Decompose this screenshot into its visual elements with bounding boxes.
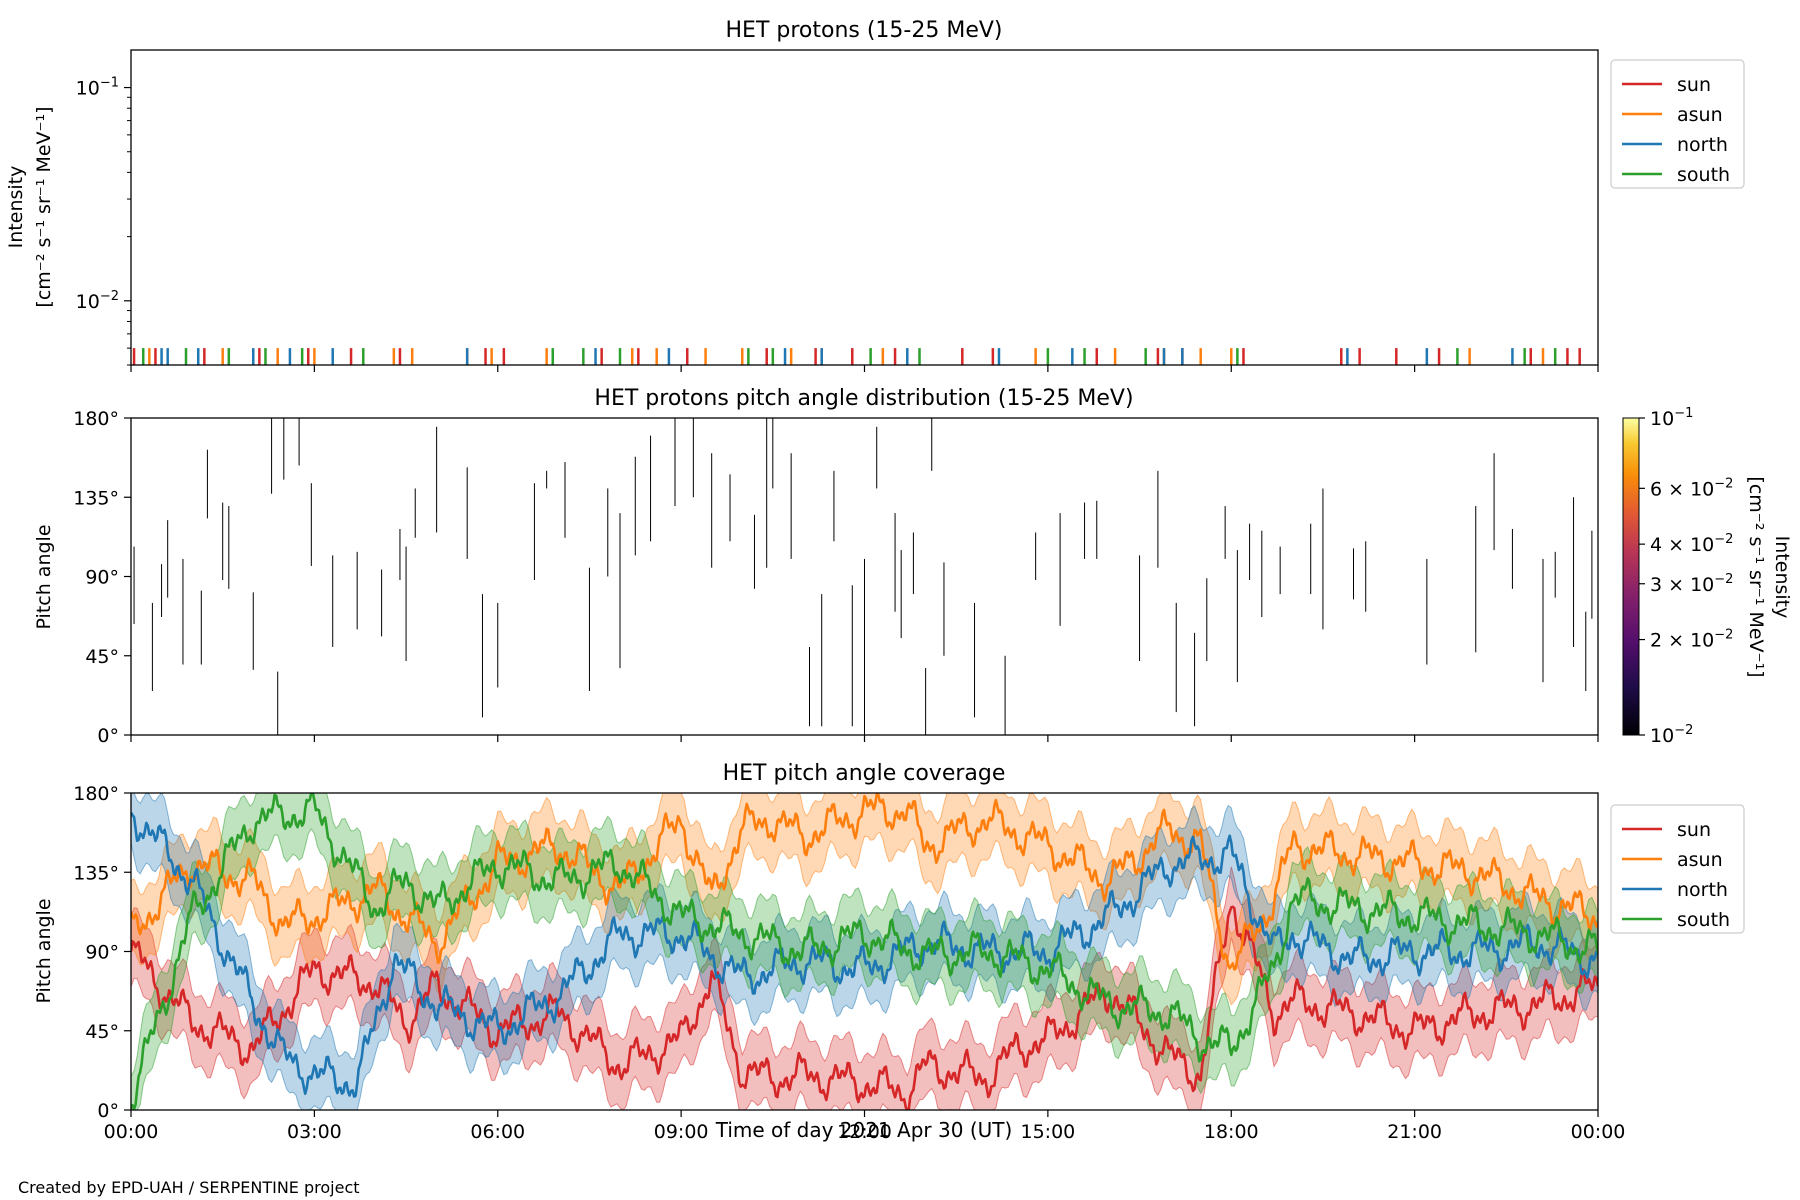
panel1-y-ticks: 10−1 10−2 xyxy=(76,76,131,366)
legend-label-sun: sun xyxy=(1677,819,1711,841)
legend-label-asun: asun xyxy=(1677,849,1723,871)
colorbar-label-line1: Intensity xyxy=(1771,536,1793,619)
panel1-ylabel-line2: [cm⁻² s⁻¹ sr⁻¹ MeV⁻¹] xyxy=(33,106,55,307)
coverage-line-north xyxy=(131,811,1598,1098)
x-tick-label: 00:00 xyxy=(104,1121,159,1143)
panel1-ylabel-line1: Intensity xyxy=(5,166,27,249)
legend-label-north: north xyxy=(1677,134,1728,156)
x-tick-label: 06:00 xyxy=(470,1121,525,1143)
panel2-ylabel: Pitch angle xyxy=(33,524,55,629)
colorbar-tick-label: 4 × 10−2 xyxy=(1650,532,1733,556)
coverage-line-sun xyxy=(131,905,1598,1110)
panel-pitch-coverage: HET pitch angle coverage 0° 45° 90° 135° 180… xyxy=(33,761,1745,1143)
y-tick-label: 135° xyxy=(73,487,119,509)
legend-label-south: south xyxy=(1677,909,1730,931)
x-tick-label: 00:00 xyxy=(1571,1121,1626,1143)
panel-pitch-distribution: HET protons pitch angle distribution (15… xyxy=(33,386,1793,747)
footer-credit: Created by EPD-UAH / SERPENTINE project xyxy=(18,1178,360,1197)
y-tick-label: 0° xyxy=(97,1100,119,1122)
y-tick-label: 45° xyxy=(85,646,119,668)
panel1-marks xyxy=(132,348,1581,365)
x-tick-label: 18:00 xyxy=(1204,1121,1259,1143)
y-tick-label: 45° xyxy=(85,1021,119,1043)
y-tick-label: 180° xyxy=(73,783,119,805)
legend-label-south: south xyxy=(1677,164,1730,186)
colorbar-tick-label: 10−2 xyxy=(1650,723,1693,747)
panel2-title: HET protons pitch angle distribution (15… xyxy=(594,386,1133,411)
x-tick-label: 12:00 xyxy=(837,1121,892,1143)
legend-box xyxy=(1610,59,1745,189)
legend-label-north: north xyxy=(1677,879,1728,901)
panel1-title: HET protons (15-25 MeV) xyxy=(726,18,1003,43)
colorbar-tick-label: 3 × 10−2 xyxy=(1650,572,1733,596)
x-tick-label: 09:00 xyxy=(654,1121,709,1143)
panel3-marks xyxy=(131,793,1598,1110)
panel2-marks xyxy=(133,418,1598,735)
coverage-line-asun xyxy=(131,793,1598,971)
panel3-xlabel: Time of day 2021 Apr 30 (UT) xyxy=(715,1118,1013,1142)
y-tick-label: 90° xyxy=(85,567,119,589)
coverage-band-sun xyxy=(131,866,1598,1110)
x-tick-label: 03:00 xyxy=(287,1121,342,1143)
y-tick-label: 180° xyxy=(73,408,119,430)
panel1-axes-frame xyxy=(130,49,1599,366)
legend-label-asun: asun xyxy=(1677,104,1723,126)
y-tick-label: 10−1 xyxy=(76,76,119,100)
coverage-line-south xyxy=(131,793,1598,1110)
x-tick-label: 15:00 xyxy=(1020,1121,1075,1143)
y-tick-label: 10−2 xyxy=(76,289,119,313)
colorbar-tick-label: 2 × 10−2 xyxy=(1650,628,1733,652)
panel3-title: HET pitch angle coverage xyxy=(723,761,1006,786)
x-tick-label: 21:00 xyxy=(1387,1121,1442,1143)
panel-intensity: HET protons (15-25 MeV) 10−1 10−2 Intensi… xyxy=(5,18,1745,372)
y-tick-label: 90° xyxy=(85,942,119,964)
panel3-ylabel: Pitch angle xyxy=(33,898,55,1003)
y-tick-label: 135° xyxy=(73,862,119,884)
colorbar-ticks: 10−1 6 × 10−2 4 × 10−2 3 × 10−2 2 × 10−2 10−2 xyxy=(1639,406,1733,747)
panel3-x-ticks: 00:00 03:00 06:00 09:00 12:00 15:00 18:00 21:00… xyxy=(104,1110,1626,1143)
colorbar-tick-label: 10−1 xyxy=(1650,406,1693,430)
panel2-y-ticks: 0° 45° 90° 135° 180° xyxy=(73,408,131,747)
panel3-legend: sun asun north south xyxy=(1610,804,1745,934)
y-tick-label: 0° xyxy=(97,725,119,747)
legend-label-sun: sun xyxy=(1677,74,1711,96)
legend-box xyxy=(1610,804,1745,934)
panel2-x-ticks xyxy=(130,735,1599,742)
colorbar-label-line2: [cm⁻² s⁻¹ sr⁻¹ MeV⁻¹] xyxy=(1745,476,1767,677)
colorbar xyxy=(1622,417,1640,736)
colorbar-tick-label: 6 × 10−2 xyxy=(1650,476,1733,500)
panel1-x-ticks xyxy=(130,365,1599,372)
panel3-y-ticks: 0° 45° 90° 135° 180° xyxy=(73,783,131,1122)
panel1-legend: sun asun north south xyxy=(1610,59,1745,189)
